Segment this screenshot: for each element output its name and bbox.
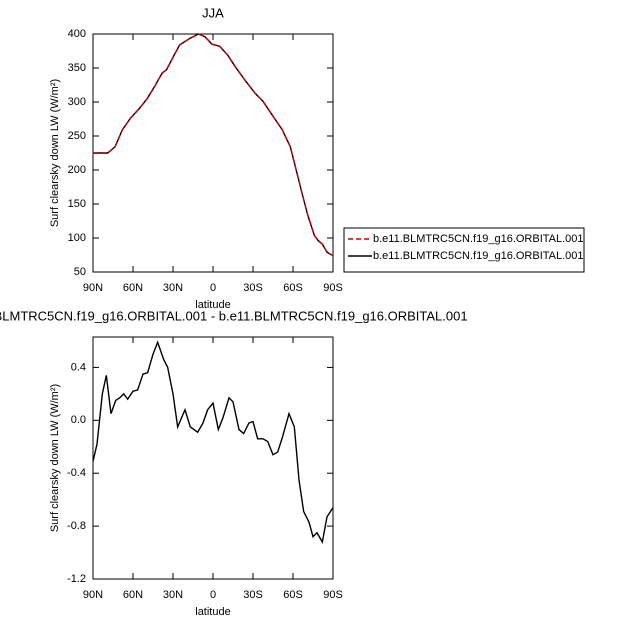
x-tick-label: 90N xyxy=(83,282,103,294)
x-tick-label: 60N xyxy=(123,282,143,294)
y-tick-label: 100 xyxy=(68,232,86,244)
y-tick-label: 250 xyxy=(68,130,86,142)
x-tick-label: 60S xyxy=(283,589,303,601)
y-tick-label: 0.4 xyxy=(71,361,86,373)
chart-title: JJA xyxy=(202,5,224,20)
x-axis-label: latitude xyxy=(195,299,230,311)
x-tick-label: 90S xyxy=(323,282,343,294)
chart-title: b.e11.BLMTRC5CN.f19_g16.ORBITAL.001 - b.… xyxy=(0,308,468,323)
x-axis-label: latitude xyxy=(195,606,230,618)
y-axis-label: Surf clearsky down LW (W/m²) xyxy=(49,384,61,532)
legend-box xyxy=(343,227,585,273)
y-tick-label: -1.2 xyxy=(67,573,86,585)
y-tick-label: 150 xyxy=(68,198,86,210)
y-axis-label: Surf clearsky down LW (W/m²) xyxy=(49,79,61,227)
x-tick-label: 30N xyxy=(163,589,183,601)
x-tick-label: 30S xyxy=(243,589,263,601)
x-tick-label: 90N xyxy=(83,589,103,601)
y-tick-label: -0.4 xyxy=(67,467,86,479)
y-tick-label: 200 xyxy=(68,164,86,176)
x-tick-label: 60N xyxy=(123,589,143,601)
x-tick-label: 30N xyxy=(163,282,183,294)
x-tick-label: 0 xyxy=(210,282,216,294)
legend-label: b.e11.BLMTRC5CN.f19_g16.ORBITAL.001 xyxy=(373,233,584,245)
y-tick-label: -0.8 xyxy=(67,520,86,532)
x-tick-label: 30S xyxy=(243,282,263,294)
x-tick-label: 60S xyxy=(283,282,303,294)
y-tick-label: 50 xyxy=(74,266,86,278)
x-tick-label: 0 xyxy=(210,589,216,601)
data-line xyxy=(93,33,334,257)
y-tick-label: 300 xyxy=(68,96,86,108)
y-tick-label: 400 xyxy=(68,28,86,40)
plot-frame xyxy=(92,33,334,273)
data-line xyxy=(93,33,334,257)
y-tick-label: 0.0 xyxy=(71,414,86,426)
y-tick-label: 350 xyxy=(68,62,86,74)
x-tick-label: 90S xyxy=(323,589,343,601)
legend-label: b.e11.BLMTRC5CN.f19_g16.ORBITAL.001 xyxy=(373,250,584,262)
data-line xyxy=(92,340,334,544)
